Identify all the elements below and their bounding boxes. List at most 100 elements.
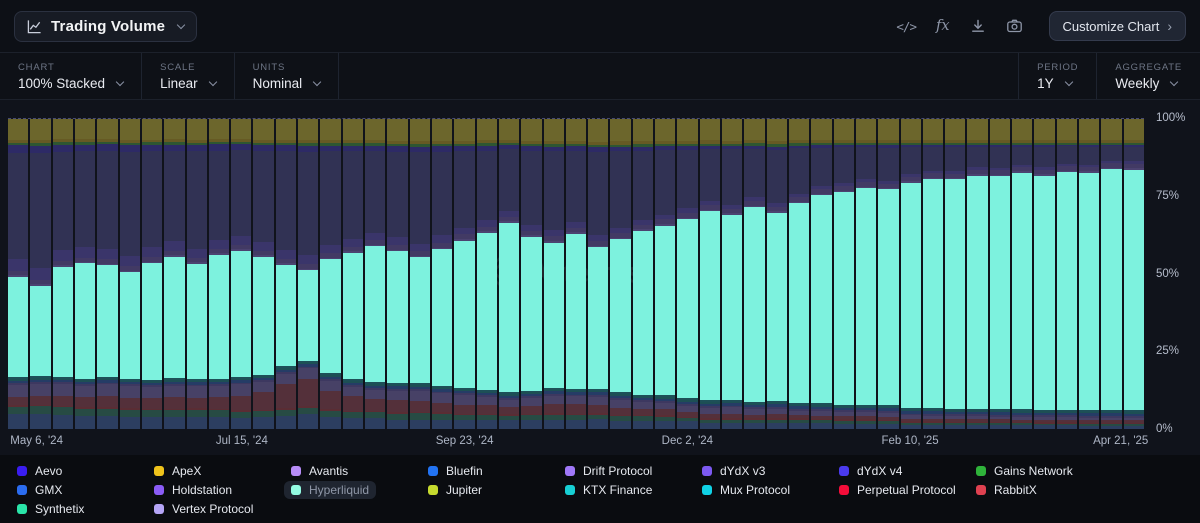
bar-segment bbox=[699, 205, 720, 210]
stacked-bar[interactable] bbox=[52, 119, 73, 429]
stacked-bar[interactable] bbox=[632, 119, 654, 429]
stacked-bar[interactable] bbox=[1123, 119, 1144, 429]
stacked-bar[interactable] bbox=[74, 119, 96, 429]
stacked-bar[interactable] bbox=[967, 119, 988, 429]
stacked-bar[interactable] bbox=[1034, 119, 1055, 429]
download-button[interactable] bbox=[970, 14, 986, 38]
stacked-bar[interactable] bbox=[253, 119, 274, 429]
stacked-bar[interactable] bbox=[8, 119, 29, 429]
legend-item[interactable]: Drift Protocol bbox=[558, 462, 659, 480]
stacked-bar[interactable] bbox=[387, 119, 408, 429]
bar-segment bbox=[811, 423, 832, 429]
stacked-bar[interactable] bbox=[521, 119, 542, 429]
legend-item[interactable]: Mux Protocol bbox=[695, 481, 797, 499]
stacked-bar[interactable] bbox=[610, 119, 631, 429]
stacked-bar[interactable] bbox=[766, 119, 787, 429]
control-aggregate[interactable]: AGGREGATE Weekly bbox=[1096, 53, 1200, 99]
stacked-bar[interactable] bbox=[1012, 119, 1033, 429]
legend-item[interactable]: Vertex Protocol bbox=[147, 500, 260, 518]
stacked-bar[interactable] bbox=[543, 119, 564, 429]
embed-code-button[interactable]: </> bbox=[896, 18, 917, 34]
stacked-bar[interactable] bbox=[342, 119, 363, 429]
stacked-bar[interactable] bbox=[922, 119, 944, 429]
stacked-bar[interactable] bbox=[855, 119, 877, 429]
legend-item[interactable]: Gains Network bbox=[969, 462, 1080, 480]
stacked-bar[interactable] bbox=[476, 119, 497, 429]
legend-item[interactable]: Bluefin bbox=[421, 462, 490, 480]
stacked-bar[interactable] bbox=[231, 119, 252, 429]
bar-segment bbox=[543, 241, 564, 243]
stacked-bar[interactable] bbox=[699, 119, 720, 429]
legend-item[interactable]: Jupiter bbox=[421, 481, 489, 499]
stacked-bar[interactable] bbox=[1079, 119, 1100, 429]
legend-item[interactable]: GMX bbox=[10, 481, 69, 499]
bar-segment bbox=[409, 144, 430, 147]
stacked-bar[interactable] bbox=[97, 119, 118, 429]
bar-segment bbox=[744, 145, 765, 149]
stacked-bar[interactable] bbox=[275, 119, 297, 429]
legend-item[interactable]: Holdstation bbox=[147, 481, 239, 499]
stacked-bar[interactable] bbox=[409, 119, 430, 429]
bar-segment bbox=[97, 377, 118, 379]
stacked-bar[interactable] bbox=[565, 119, 587, 429]
control-scale[interactable]: SCALE Linear bbox=[142, 53, 235, 99]
legend-item[interactable]: KTX Finance bbox=[558, 481, 659, 499]
legend-item[interactable]: RabbitX bbox=[969, 481, 1044, 499]
stacked-bar[interactable] bbox=[431, 119, 453, 429]
chart-title-menu-button[interactable]: Trading Volume bbox=[14, 10, 198, 42]
stacked-bar[interactable] bbox=[298, 119, 319, 429]
stacked-bar[interactable] bbox=[1056, 119, 1077, 429]
stacked-bar[interactable] bbox=[900, 119, 921, 429]
controls-left: CHART 100% Stacked SCALE Linear UNITS No… bbox=[0, 53, 340, 99]
stacked-bar[interactable] bbox=[119, 119, 140, 429]
stacked-bar[interactable] bbox=[588, 119, 609, 429]
bar-segment bbox=[74, 381, 96, 385]
legend-item[interactable]: Aevo bbox=[10, 462, 69, 480]
stacked-bar[interactable] bbox=[878, 119, 899, 429]
legend-item[interactable]: Synthetix bbox=[10, 500, 91, 518]
stacked-bar[interactable] bbox=[945, 119, 966, 429]
bar-segment bbox=[677, 412, 698, 417]
bar-segment bbox=[454, 227, 475, 235]
stacked-bar[interactable] bbox=[320, 119, 341, 429]
stacked-bar[interactable] bbox=[788, 119, 810, 429]
legend-swatch bbox=[702, 485, 712, 495]
stacked-bar[interactable] bbox=[365, 119, 386, 429]
stacked-bar[interactable] bbox=[744, 119, 765, 429]
stacked-bar[interactable] bbox=[141, 119, 163, 429]
bar-segment bbox=[320, 391, 341, 410]
bar-segment bbox=[565, 232, 587, 234]
bar-segment bbox=[565, 419, 587, 429]
stacked-bar[interactable] bbox=[498, 119, 520, 429]
bar-segment bbox=[164, 240, 185, 251]
stacked-bar[interactable] bbox=[655, 119, 676, 429]
stacked-bar[interactable] bbox=[186, 119, 207, 429]
legend-item[interactable]: Avantis bbox=[284, 462, 355, 480]
bar-segment bbox=[588, 245, 609, 248]
legend-item[interactable]: Hyperliquid bbox=[284, 481, 377, 499]
stacked-bar[interactable] bbox=[454, 119, 475, 429]
screenshot-button[interactable] bbox=[1006, 14, 1023, 38]
stacked-bar[interactable] bbox=[1101, 119, 1122, 429]
stacked-bar[interactable] bbox=[164, 119, 185, 429]
control-period[interactable]: PERIOD 1Y bbox=[1018, 53, 1096, 99]
stacked-bar[interactable] bbox=[833, 119, 854, 429]
bar-segment bbox=[722, 419, 743, 423]
stacked-bar[interactable] bbox=[722, 119, 743, 429]
bar-segment bbox=[208, 381, 230, 385]
formula-button[interactable]: fx bbox=[935, 18, 950, 34]
stacked-bar[interactable] bbox=[989, 119, 1011, 429]
stacked-bar[interactable] bbox=[811, 119, 832, 429]
legend-item[interactable]: Perpetual Protocol bbox=[832, 481, 963, 499]
stacked-bar[interactable] bbox=[30, 119, 51, 429]
bar-segment bbox=[141, 119, 163, 140]
stacked-bar[interactable] bbox=[208, 119, 230, 429]
control-units[interactable]: UNITS Nominal bbox=[235, 53, 340, 99]
stacked-bar[interactable] bbox=[677, 119, 698, 429]
customize-chart-button[interactable]: Customize Chart › bbox=[1048, 11, 1186, 41]
legend-item[interactable]: dYdX v4 bbox=[832, 462, 909, 480]
legend-item[interactable]: ApeX bbox=[147, 462, 208, 480]
bar-segment bbox=[610, 400, 631, 409]
control-chart-type[interactable]: CHART 100% Stacked bbox=[0, 53, 143, 99]
legend-item[interactable]: dYdX v3 bbox=[695, 462, 772, 480]
